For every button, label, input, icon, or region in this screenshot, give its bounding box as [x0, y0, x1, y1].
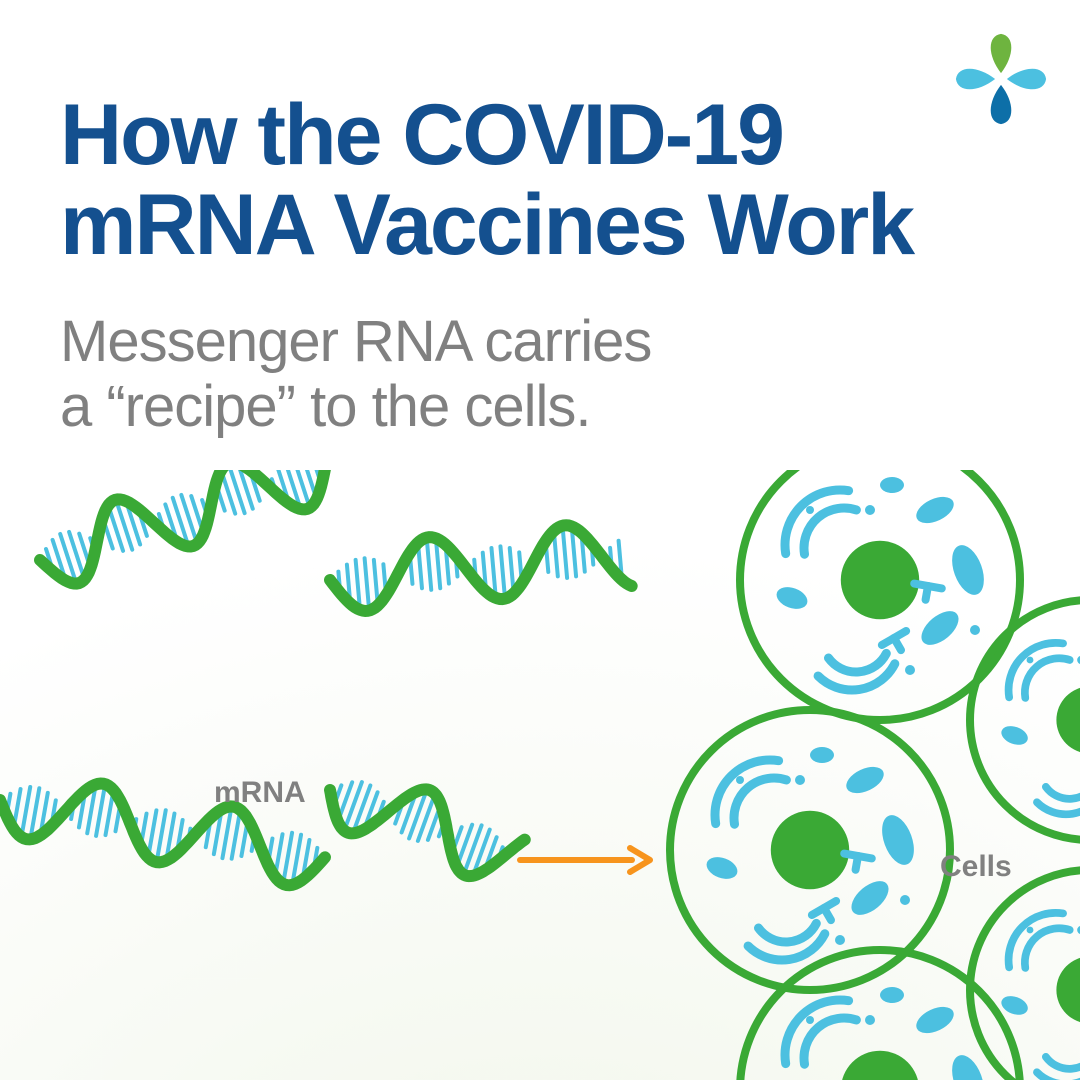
brand-logo-icon	[952, 30, 1050, 128]
subtitle-line-2: a “recipe” to the cells.	[60, 374, 590, 439]
title-line-1: How the COVID-19	[60, 87, 783, 183]
subtitle-line-1: Messenger RNA carries	[60, 309, 651, 374]
title-line-2: mRNA Vaccines Work	[60, 177, 913, 273]
infographic-diagram: mRNA Cells	[0, 470, 1080, 1080]
page-subtitle: Messenger RNA carries a “recipe” to the …	[60, 310, 651, 440]
page-title: How the COVID-19 mRNA Vaccines Work	[60, 90, 913, 271]
mrna-label: mRNA	[214, 776, 306, 810]
diagram-svg	[0, 470, 1080, 1080]
cells-label: Cells	[940, 850, 1012, 884]
